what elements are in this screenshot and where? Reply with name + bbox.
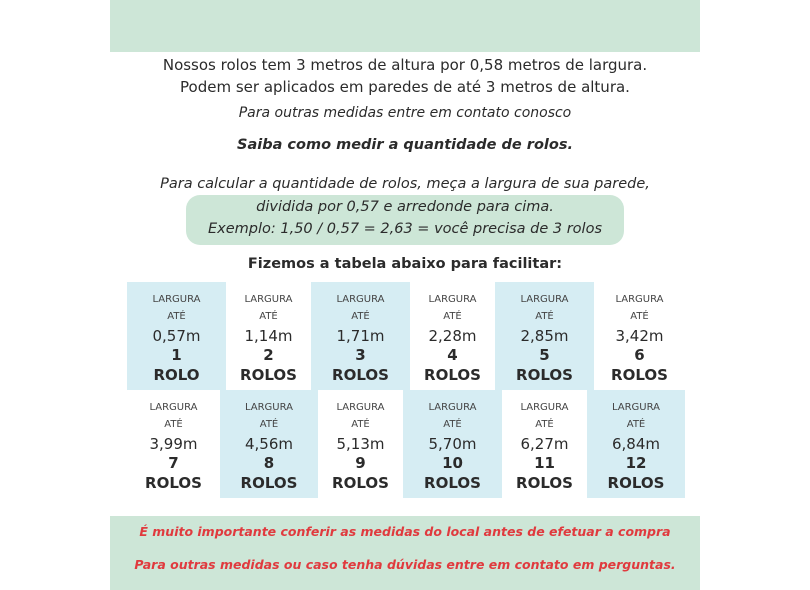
roll-count: 3 <box>355 346 366 364</box>
max-width-value: 1,14m <box>244 327 293 345</box>
max-width-value: 0,57m <box>152 327 201 345</box>
table-cell: LARGURA ATÉ 0,57m 1 ROLO <box>127 282 226 390</box>
info-panel: Nossos rolos tem 3 metros de altura por … <box>110 0 700 590</box>
width-label: LARGURA <box>615 294 664 305</box>
up-to-label: ATÉ <box>167 311 186 322</box>
roll-unit: ROLO <box>153 366 200 384</box>
up-to-label: ATÉ <box>535 419 554 430</box>
roll-count: 11 <box>534 454 555 472</box>
wall-height-text: Podem ser aplicados em paredes de até 3 … <box>180 78 630 96</box>
calc-text-1: Para calcular a quantidade de rolos, meç… <box>160 176 650 192</box>
up-to-label: ATÉ <box>535 311 554 322</box>
width-label: LARGURA <box>336 402 385 413</box>
roll-unit: ROLOS <box>611 366 668 384</box>
up-to-label: ATÉ <box>443 419 462 430</box>
width-label: LARGURA <box>152 294 201 305</box>
max-width-value: 6,84m <box>611 435 660 453</box>
example-text: Exemplo: 1,50 / 0,57 = 2,63 = você preci… <box>207 221 603 237</box>
roll-unit: ROLOS <box>424 366 481 384</box>
table-cell: LARGURA ATÉ 6,27m 11 ROLOS <box>502 390 587 498</box>
calc-text-2: dividida por 0,57 e arredonde para cima. <box>256 199 554 215</box>
warning-text-2: Para outras medidas ou caso tenha dúvida… <box>134 557 676 572</box>
table-heading: Fizemos a tabela abaixo para facilitar: <box>247 256 563 272</box>
width-label: LARGURA <box>611 402 661 413</box>
up-to-label: ATÉ <box>626 419 646 430</box>
roll-unit: ROLOS <box>240 366 297 384</box>
up-to-label: ATÉ <box>351 419 370 430</box>
width-label: LARGURA <box>520 402 569 413</box>
max-width-value: 4,56m <box>244 435 293 453</box>
roll-count: 12 <box>625 454 647 472</box>
width-label: LARGURA <box>428 402 477 413</box>
max-width-value: 2,85m <box>520 327 569 345</box>
roll-count: 2 <box>263 346 274 364</box>
max-width-value: 3,99m <box>149 435 198 453</box>
max-width-value: 2,28m <box>428 327 477 345</box>
width-label: LARGURA <box>428 294 477 305</box>
roll-unit: ROLOS <box>424 474 481 492</box>
roll-count: 1 <box>171 346 182 364</box>
roll-count: 4 <box>447 346 458 364</box>
up-to-label: ATÉ <box>443 311 462 322</box>
table-cell: LARGURA ATÉ 1,71m 3 ROLOS <box>311 282 410 390</box>
roll-count: 8 <box>263 454 275 472</box>
warning-text-1: É muito importante conferir as medidas d… <box>139 524 671 539</box>
max-width-value: 5,70m <box>428 435 477 453</box>
table-cell: LARGURA ATÉ 3,99m 7 ROLOS <box>127 390 220 498</box>
roll-unit: ROLOS <box>332 366 389 384</box>
table-cell: LARGURA ATÉ 2,85m 5 ROLOS <box>495 282 594 390</box>
roll-count: 9 <box>355 454 366 472</box>
roll-unit: ROLOS <box>516 474 573 492</box>
measure-heading: Saiba como medir a quantidade de rolos. <box>237 137 573 153</box>
roll-count: 5 <box>539 346 550 364</box>
table-cell: LARGURA ATÉ 5,70m 10 ROLOS <box>403 390 502 498</box>
table-cell: LARGURA ATÉ 5,13m 9 ROLOS <box>318 390 403 498</box>
max-width-value: 5,13m <box>336 435 385 453</box>
roll-unit: ROLOS <box>516 366 573 384</box>
roll-count: 10 <box>442 454 463 472</box>
roll-count: 6 <box>634 346 645 364</box>
bottom-green-band <box>110 516 700 590</box>
max-width-value: 3,42m <box>615 327 664 345</box>
table-cell: LARGURA ATÉ 3,42m 6 ROLOS <box>594 282 685 390</box>
width-label: LARGURA <box>520 294 569 305</box>
table-cell: LARGURA ATÉ 1,14m 2 ROLOS <box>226 282 311 390</box>
table-cell: LARGURA ATÉ 4,56m 8 ROLOS <box>220 390 318 498</box>
max-width-value: 1,71m <box>336 327 385 345</box>
width-label: LARGURA <box>149 402 198 413</box>
roll-dimensions-text: Nossos rolos tem 3 metros de altura por … <box>162 56 648 74</box>
width-label: LARGURA <box>336 294 385 305</box>
example-highlight <box>186 195 624 245</box>
up-to-label: ATÉ <box>259 311 278 322</box>
roll-count: 7 <box>168 454 179 472</box>
max-width-value: 6,27m <box>520 435 569 453</box>
roll-unit: ROLOS <box>145 474 202 492</box>
up-to-label: ATÉ <box>259 419 279 430</box>
up-to-label: ATÉ <box>351 311 370 322</box>
table-cell: LARGURA ATÉ 2,28m 4 ROLOS <box>410 282 495 390</box>
table-cell: LARGURA ATÉ 6,84m 12 ROLOS <box>587 390 685 498</box>
up-to-label: ATÉ <box>164 419 183 430</box>
top-green-band <box>110 0 700 52</box>
width-label: LARGURA <box>244 402 294 413</box>
width-label: LARGURA <box>244 294 293 305</box>
up-to-label: ATÉ <box>630 311 649 322</box>
contact-text: Para outras medidas entre em contato con… <box>238 105 572 121</box>
roll-unit: ROLOS <box>332 474 389 492</box>
roll-unit: ROLOS <box>607 474 665 492</box>
roll-unit: ROLOS <box>240 474 298 492</box>
